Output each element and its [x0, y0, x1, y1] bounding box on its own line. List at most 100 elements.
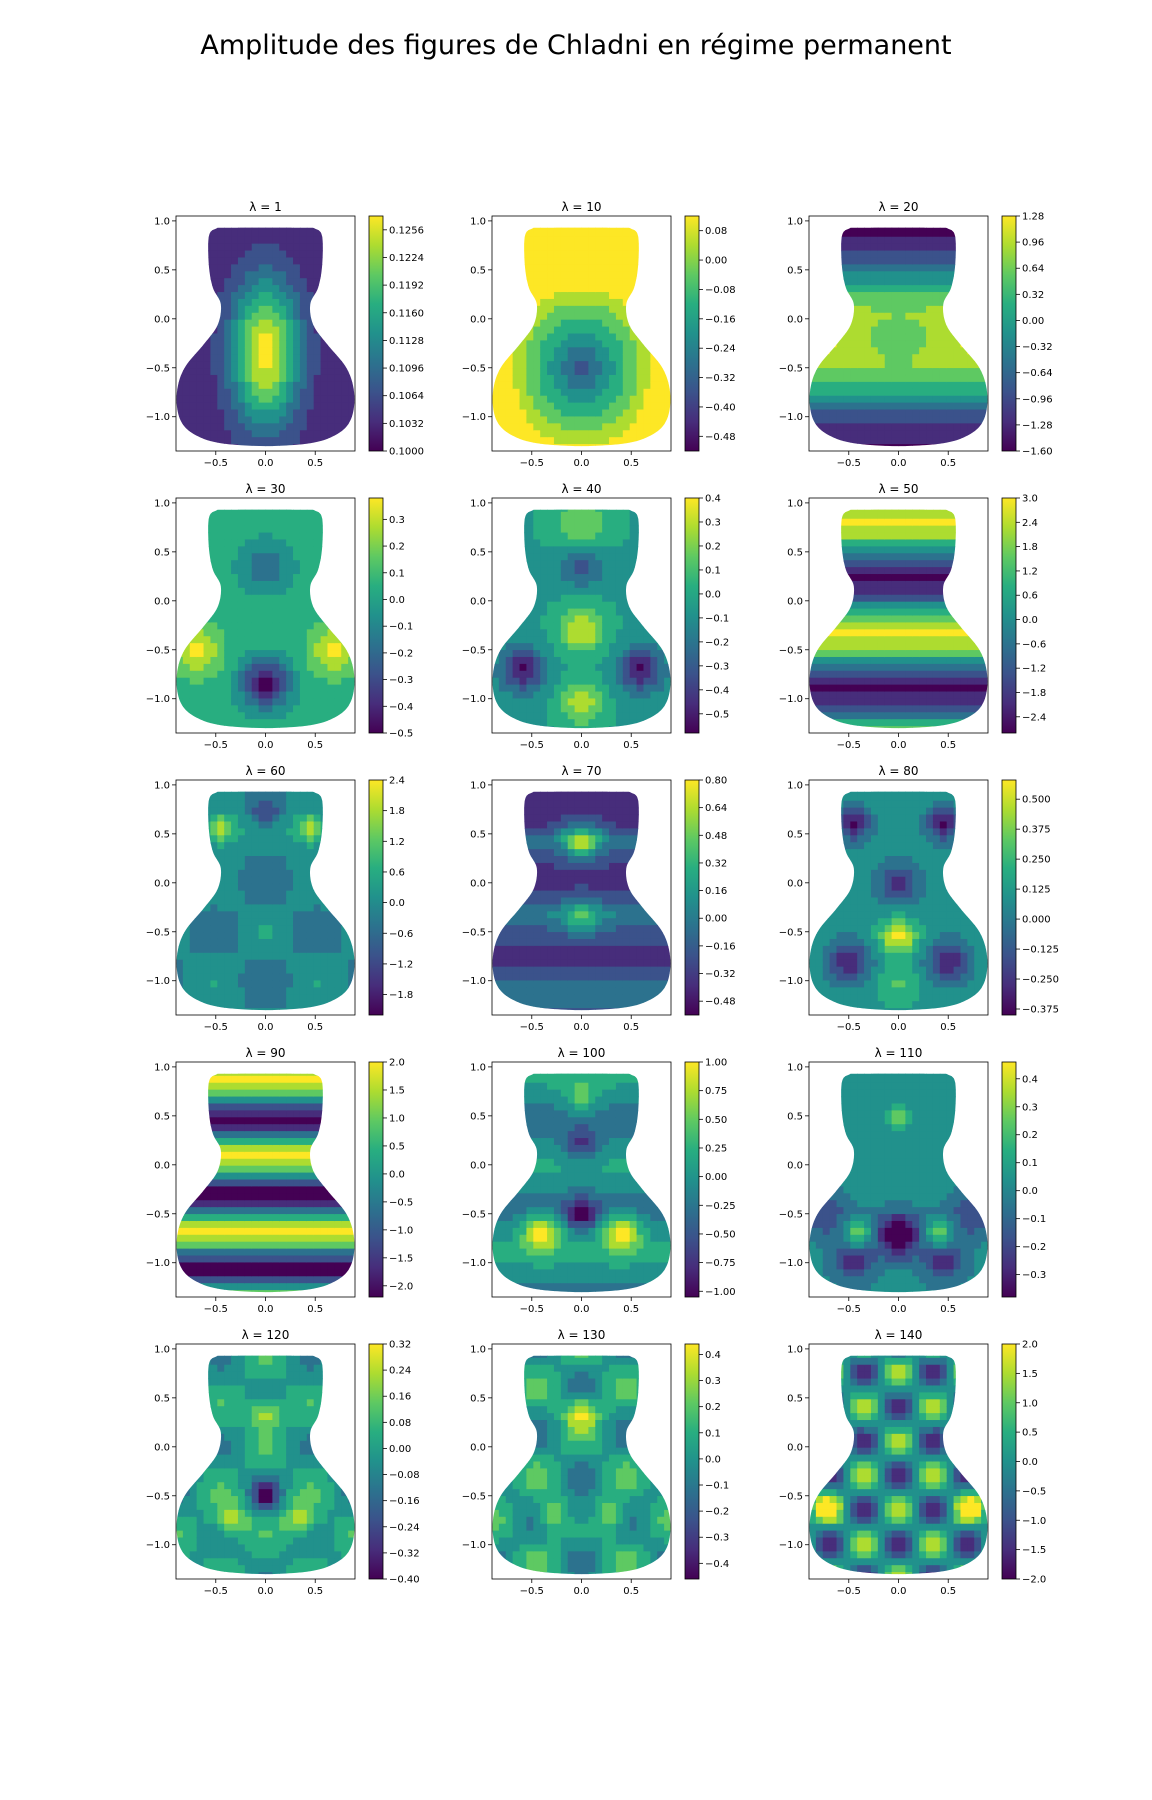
heatmap-cell — [877, 553, 886, 561]
heatmap-cell — [567, 340, 576, 348]
heatmap-cell — [843, 444, 851, 447]
heatmap-cell — [217, 361, 225, 369]
heatmap-cell — [809, 285, 817, 293]
heatmap-cell — [932, 236, 941, 245]
heatmap-cell — [547, 257, 555, 265]
heatmap-cell — [822, 326, 831, 335]
heatmap-cell — [581, 257, 589, 265]
heatmap-cell — [967, 216, 974, 224]
heatmap-cell — [498, 333, 507, 342]
heatmap-cell — [657, 381, 665, 390]
heatmap-cell — [857, 444, 865, 447]
heatmap-cell — [588, 285, 596, 293]
heatmap-cell — [899, 216, 906, 224]
colorbar-tick-label: −0.16 — [705, 314, 736, 325]
heatmap-cell — [946, 326, 955, 335]
heatmap-cell — [809, 726, 817, 729]
heatmap-cell — [231, 670, 239, 679]
heatmap-cell — [850, 216, 857, 224]
heatmap-cell — [939, 305, 948, 314]
heatmap-cell — [244, 587, 253, 596]
heatmap-cell — [822, 684, 831, 693]
heatmap-cell — [224, 663, 232, 672]
heatmap-cell — [891, 430, 900, 438]
heatmap-cell — [327, 368, 335, 376]
heatmap-cell — [176, 333, 184, 342]
heatmap-cell — [334, 298, 342, 307]
heatmap-cell — [629, 636, 638, 644]
heatmap-cell — [306, 650, 315, 658]
heatmap-cell — [836, 416, 845, 424]
heatmap-cell — [203, 243, 212, 252]
heatmap-cell — [327, 298, 335, 307]
heatmap-cell — [960, 361, 968, 369]
heatmap-cell — [967, 236, 975, 245]
heatmap-cell — [870, 347, 879, 355]
heatmap-cell — [932, 264, 941, 272]
heatmap-cell — [815, 361, 824, 369]
heatmap-cell — [967, 444, 975, 447]
heatmap-cell — [547, 684, 555, 693]
heatmap-cell — [609, 402, 617, 411]
heatmap-cell — [341, 580, 349, 589]
heatmap-cell — [526, 395, 534, 404]
heatmap-cell — [575, 498, 582, 506]
heatmap-cell — [884, 271, 893, 279]
heatmap-cell — [919, 444, 927, 447]
heatmap-cell — [492, 243, 500, 252]
heatmap-cell — [877, 402, 886, 411]
heatmap-cell — [809, 423, 817, 431]
heatmap-cell — [664, 684, 671, 693]
heatmap-cell — [650, 423, 658, 431]
heatmap-cell — [519, 305, 528, 314]
heatmap-cell — [306, 347, 315, 355]
heatmap-cell — [657, 368, 665, 376]
heatmap-cell — [932, 437, 941, 445]
heatmap-cell — [286, 423, 294, 431]
heatmap-cell — [327, 587, 335, 596]
heatmap-cell — [204, 498, 211, 506]
heatmap-cell — [870, 437, 879, 445]
heatmap-cell — [505, 374, 514, 383]
heatmap-cell — [615, 636, 624, 644]
heatmap-cell — [244, 553, 253, 561]
heatmap-cell — [272, 227, 280, 231]
heatmap-cell — [341, 511, 349, 520]
heatmap-cell — [891, 361, 900, 369]
heatmap-cell — [567, 437, 576, 445]
heatmap-cell — [251, 444, 260, 447]
heatmap-cell — [244, 511, 253, 520]
heatmap-cell — [251, 574, 260, 582]
heatmap-cell — [203, 677, 212, 686]
heatmap-cell — [286, 227, 294, 231]
heatmap-cell — [519, 437, 528, 445]
heatmap-cell — [829, 326, 838, 335]
colorbar-tick-label: 0.96 — [1022, 238, 1044, 249]
heatmap-cell — [664, 340, 671, 348]
heatmap-cell — [843, 416, 851, 424]
heatmap-cell — [615, 250, 624, 259]
heatmap-cell — [334, 402, 342, 411]
heatmap-cell — [595, 601, 603, 610]
heatmap-cell — [960, 368, 968, 376]
heatmap-cell — [217, 546, 225, 554]
heatmap-cell — [348, 608, 355, 617]
heatmap-cell — [512, 326, 521, 335]
heatmap-cell — [505, 381, 514, 390]
heatmap-cell — [306, 395, 315, 404]
heatmap-cell — [857, 381, 865, 390]
heatmap-cell — [306, 368, 315, 376]
heatmap-cell — [850, 298, 858, 307]
heatmap-cell — [864, 518, 872, 527]
heatmap-cell — [526, 509, 534, 513]
heatmap-cell — [857, 656, 865, 665]
heatmap-cell — [553, 656, 562, 665]
heatmap-cell — [898, 319, 906, 328]
heatmap-cell — [905, 243, 913, 252]
heatmap-cell — [526, 305, 534, 314]
heatmap-cell — [932, 374, 941, 383]
heatmap-cell — [299, 236, 308, 245]
heatmap-cell — [258, 243, 267, 252]
heatmap-cell — [224, 518, 232, 527]
heatmap-cell — [189, 409, 198, 418]
